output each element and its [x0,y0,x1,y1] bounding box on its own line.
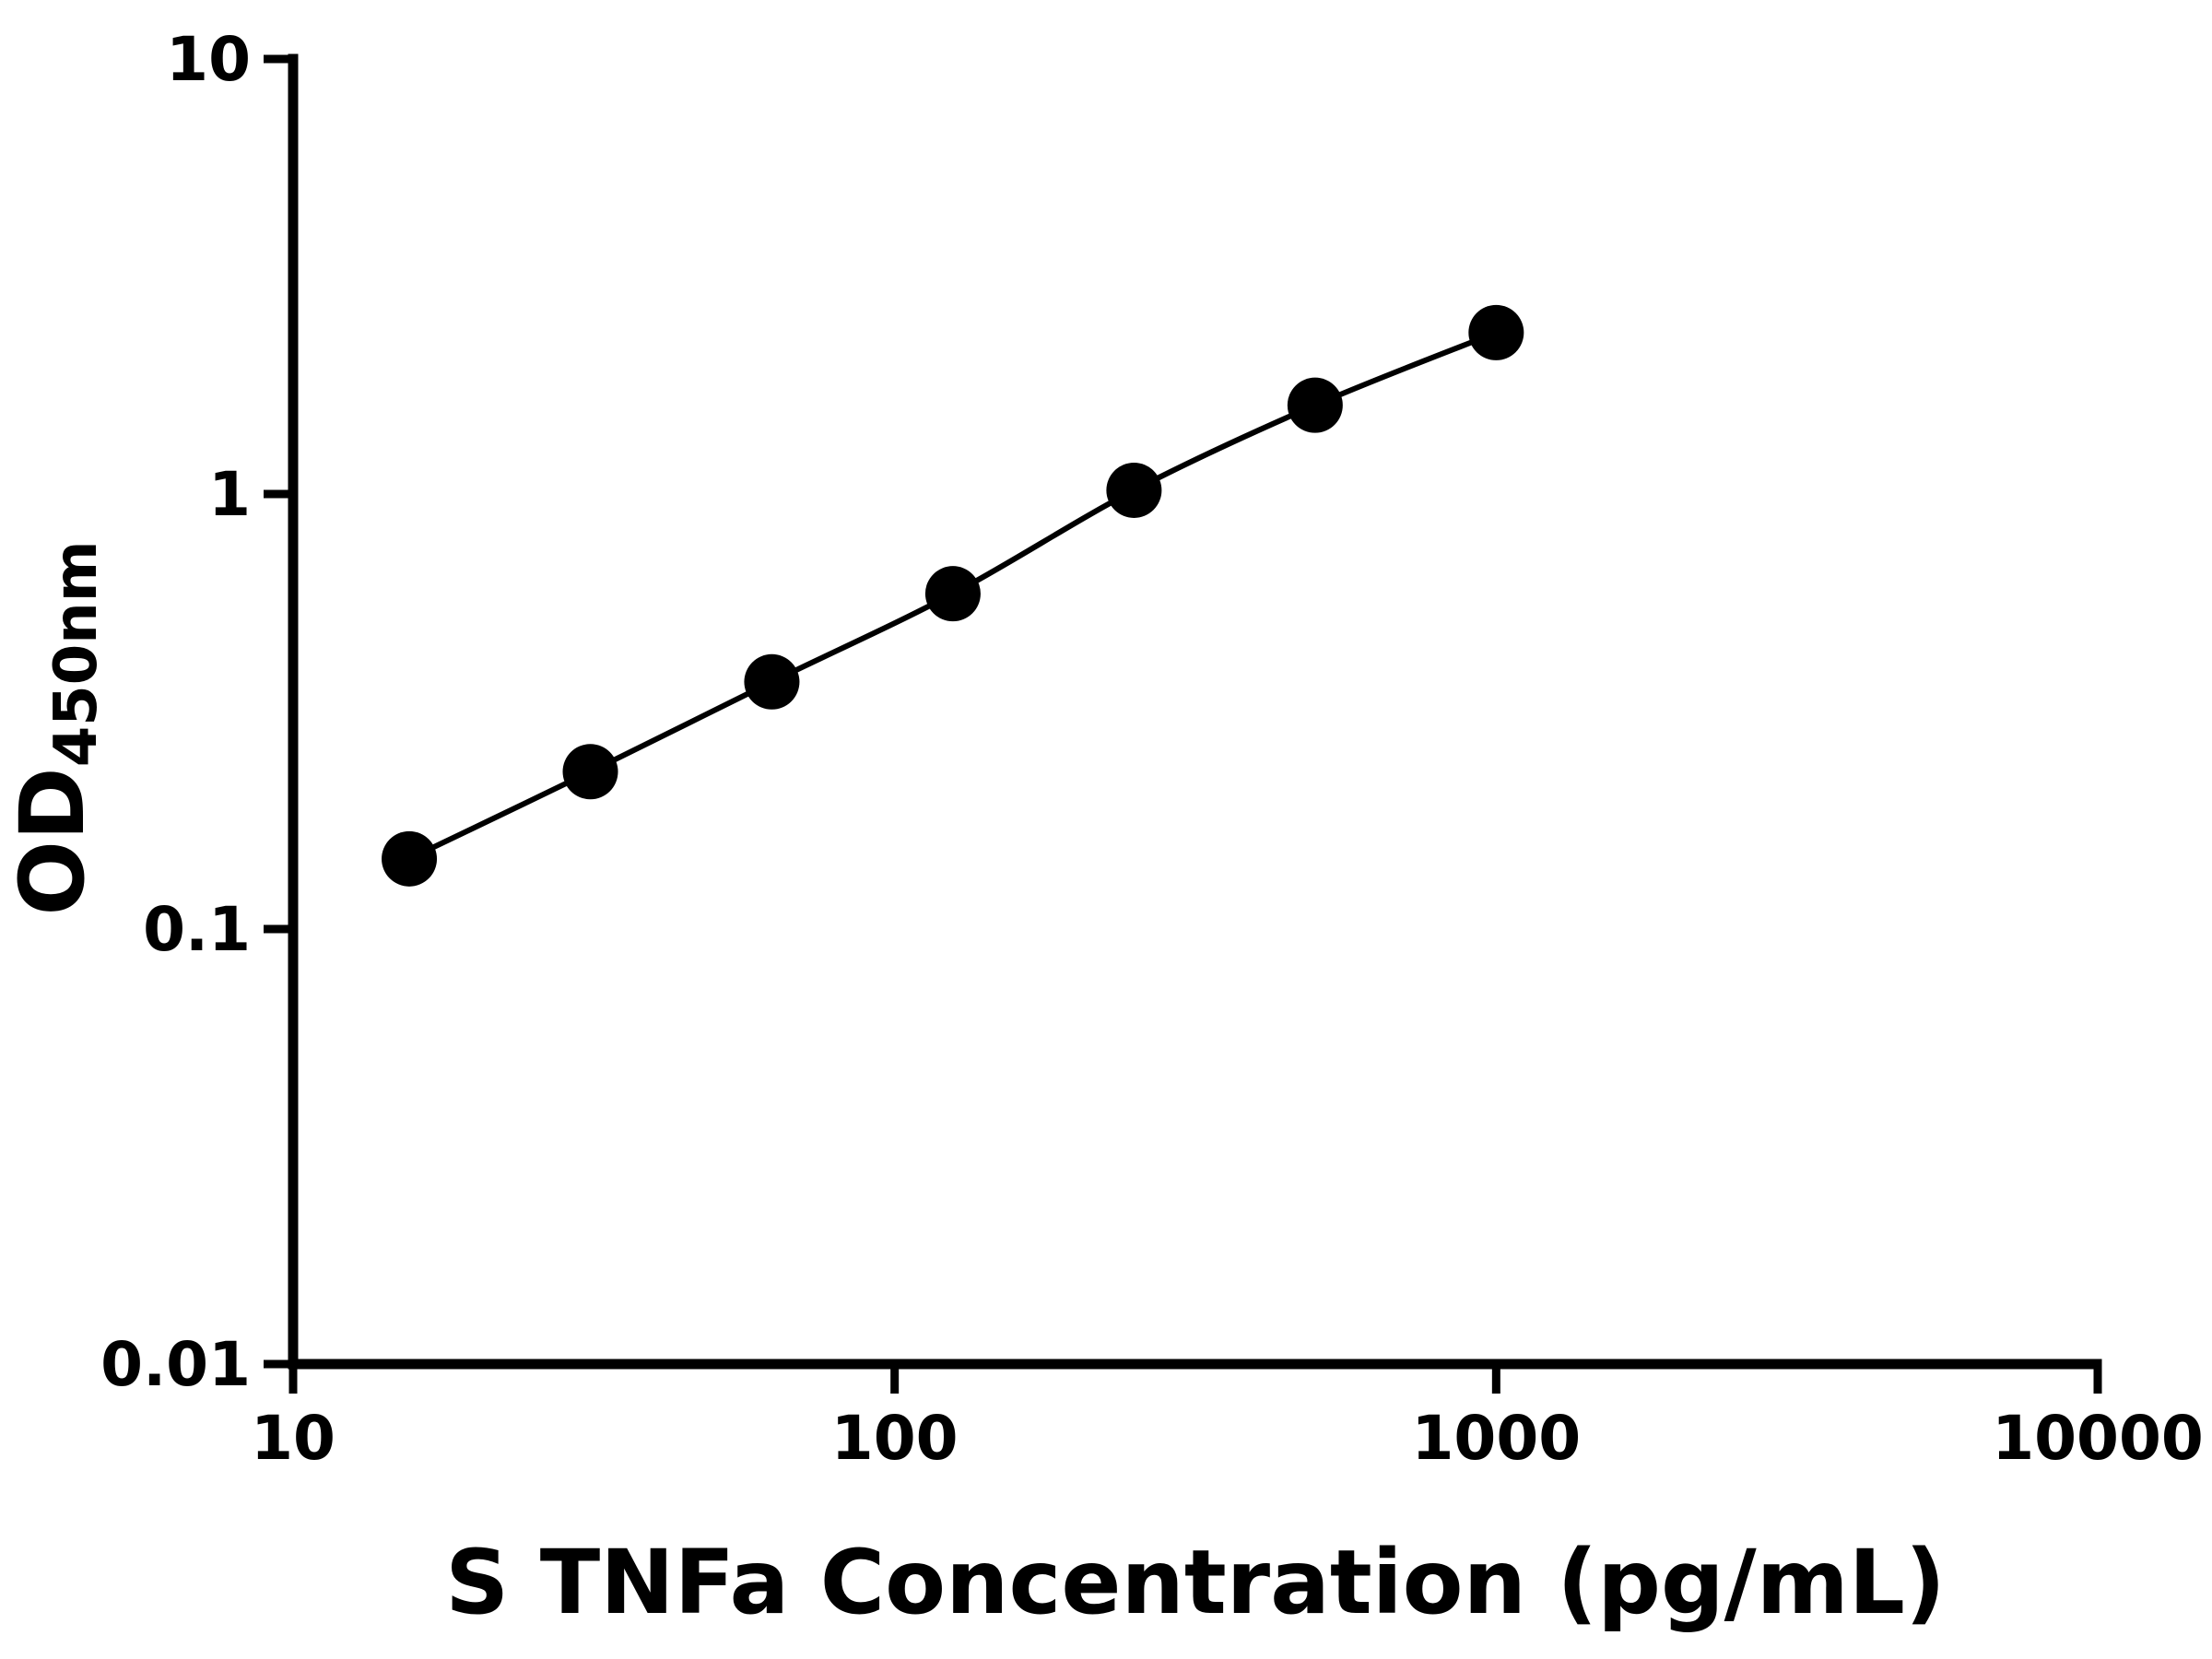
data-point [744,653,800,710]
x-tick-label: 100 [831,1403,959,1474]
y-tick-label: 1 [208,459,251,530]
x-tick-label: 10000 [1992,1403,2204,1474]
data-point [562,744,618,800]
data-point [1468,304,1524,360]
data-point [1106,462,1162,518]
y-axis-title: OD450nm [1,540,111,915]
x-tick-label: 10 [251,1403,335,1474]
data-point [1287,377,1343,433]
x-tick-label: 1000 [1411,1403,1581,1474]
y-tick-label: 10 [166,24,251,95]
y-tick-label: 0.01 [100,1329,251,1400]
y-tick-label: 0.1 [143,894,251,965]
x-axis-title: S TNFa Concentration (pg/mL) [445,1531,1946,1634]
data-point [924,566,981,622]
data-point [382,830,438,887]
